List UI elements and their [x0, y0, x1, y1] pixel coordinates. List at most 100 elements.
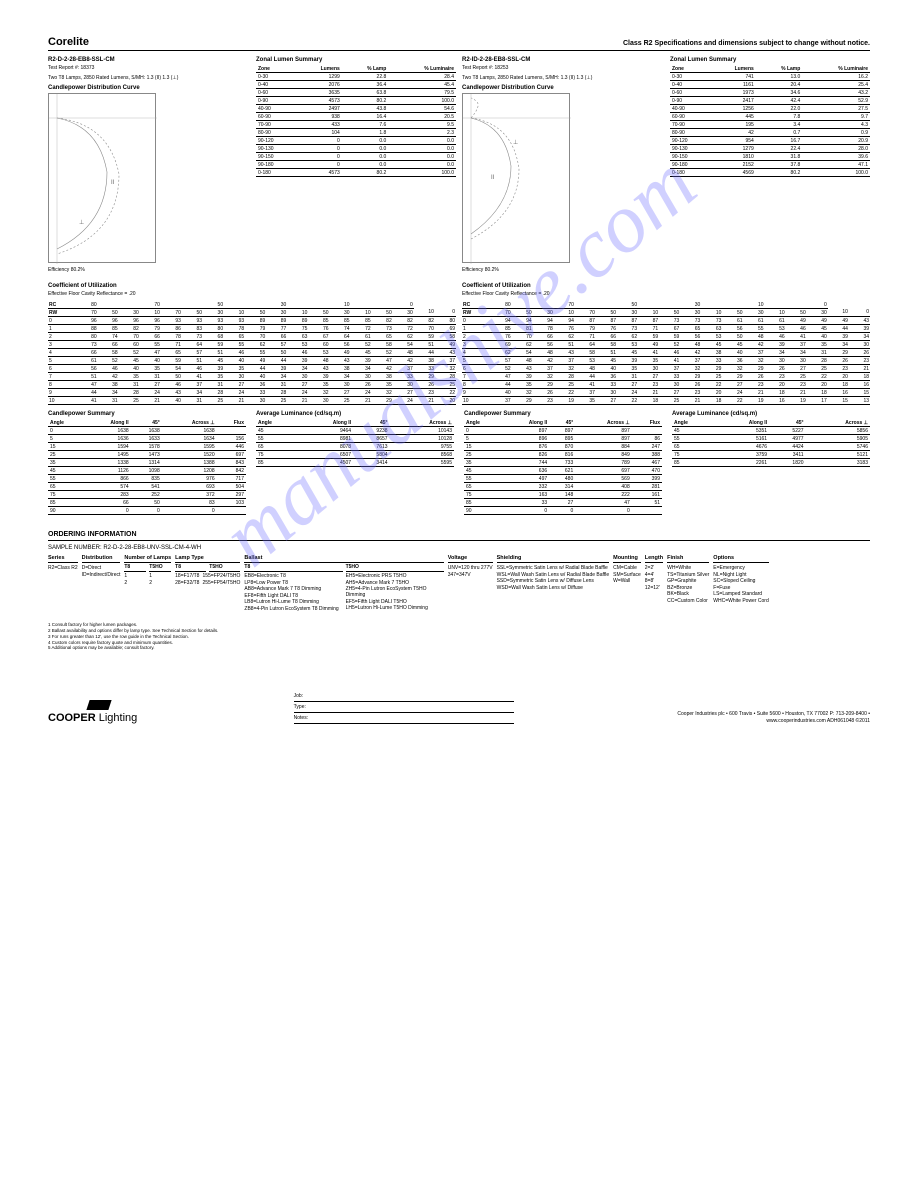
- order-column: Lamp TypeT8T5HO18=F17/T828=F32/T8155=FP2…: [175, 555, 240, 586]
- table-row: 0-60363563.879.5: [256, 89, 456, 97]
- table-row: 2767066627166625959565350484641403934: [462, 333, 870, 341]
- table-row: 65467644245746: [672, 443, 870, 451]
- svg-text:II: II: [111, 180, 115, 186]
- order-item: ZH5=4-Pin Lutron EcoSystem T5HO Dimming: [346, 586, 444, 598]
- order-item: 2: [149, 580, 171, 586]
- order-item: AB8=Advance Mark 7 T8 Dimming: [244, 586, 342, 592]
- table-row: 15159415781595446: [48, 443, 246, 451]
- order-item: 155=FP24/T5HO: [202, 573, 240, 579]
- table-row: 90-15000.00.0: [256, 153, 456, 161]
- table-row: 90-18000.00.0: [256, 161, 456, 169]
- four-col-row: Candlepower Summary AngleAlong II45°Acro…: [48, 411, 870, 515]
- order-column: OptionsE=EmergencyNL=Night LightSC=Slope…: [713, 555, 768, 604]
- table-row: 35133813141388843: [48, 459, 246, 467]
- table-row: 75375934115121: [672, 451, 870, 459]
- table-row: 0-3074113.016.2: [670, 73, 870, 81]
- order-section: ORDERING INFORMATION SAMPLE NUMBER: R2-D…: [48, 531, 870, 651]
- order-item: 4=4': [645, 572, 663, 578]
- table-row: 90-130127922.428.0: [670, 145, 870, 153]
- cu-title: Coefficient of Utilization: [48, 283, 456, 289]
- table-row: 0-90241742.452.9: [670, 97, 870, 105]
- order-item: 1: [149, 573, 171, 579]
- order-notes: 1 Consult factory for higher lumen packa…: [48, 622, 870, 651]
- table-row: 40-90125622.027.5: [670, 105, 870, 113]
- footer-lines: Job:Type:Notes:: [294, 691, 514, 724]
- order-item: 347=347V: [448, 572, 493, 578]
- table-row: 70-901953.44.3: [670, 121, 870, 129]
- table-row: 60-9093816.420.5: [256, 113, 456, 121]
- order-item: ZB8=4-Pin Lutron EcoSystem T8 Dimming: [244, 606, 342, 612]
- order-item: TS=Titanium Silver: [667, 572, 709, 578]
- lum-right: Average Luminance (cd/sq.m) AngleAlong I…: [672, 411, 870, 515]
- table-row: 55866835976717: [48, 475, 246, 483]
- zonal-left: Zonal Lumen Summary ZoneLumens% Lamp% Lu…: [256, 57, 456, 277]
- order-column: BallastT8T5HOEB8=Electronic T8LP8=Low Po…: [244, 555, 443, 612]
- order-item: F=Fuse: [713, 585, 768, 591]
- order-item: 18=F17/T8: [175, 573, 199, 579]
- table-row: 0163816381638: [48, 427, 246, 435]
- order-column: FinishWH=WhiteTS=Titanium SilverGP=Graph…: [667, 555, 709, 604]
- order-item: SSD=Symmetric Satin Lens w/ Diffuse Lens: [497, 578, 610, 584]
- report-test: Test Report #: 18253: [462, 65, 662, 71]
- order-item: LB8=Lutron Hi-Lume T8 Dimming: [244, 599, 342, 605]
- table-row: 60-904457.89.7: [670, 113, 870, 121]
- candlepower-diagram: II ⊥: [48, 93, 156, 263]
- cu-table: RC80705030100RW7050301070503010503010503…: [48, 301, 456, 405]
- table-row: 90-13000.00.0: [256, 145, 456, 153]
- table-row: 1858178767976737167656356555346454439: [462, 325, 870, 333]
- order-item: 8=8': [645, 578, 663, 584]
- table-row: 25826816849388: [464, 451, 662, 459]
- order-item: 28=F32/T8: [175, 580, 199, 586]
- table-row: 6524337324840353037322932292627252321: [462, 365, 870, 373]
- table-row: 4625448435851454146423840373434312926: [462, 349, 870, 357]
- table-row: 35744733789467: [464, 459, 662, 467]
- table-row: 3736660557164595562575360565258545149: [48, 341, 456, 349]
- cu-left: Coefficient of Utilization Effective Flo…: [48, 283, 456, 405]
- table-row: 8533274751: [464, 499, 662, 507]
- table-row: 9403226223730242127232024211821181615: [462, 389, 870, 397]
- table-row: 90000: [464, 507, 662, 515]
- order-item: UNV=120 thru 277V: [448, 565, 493, 571]
- table-row: 589689589786: [464, 435, 662, 443]
- table-row: 85665083103: [48, 499, 246, 507]
- order-item: EB8=Electronic T8: [244, 573, 342, 579]
- zonal-title: Zonal Lumen Summary: [256, 57, 456, 63]
- polar-chart-icon: ⊥ II: [463, 94, 571, 264]
- order-item: WSD=Wall Wash Satin Lens w/ Diffuse: [497, 585, 610, 591]
- table-row: 7514235315041353040343039343038332928: [48, 373, 456, 381]
- order-column: DistributionD=DirectID=Indirect/Direct: [82, 555, 121, 578]
- table-row: 5615245405951454049443948433947423837: [48, 357, 456, 365]
- order-item: ID=Indirect/Direct: [82, 572, 121, 578]
- cp-right: Candlepower Summary AngleAlong II45°Acro…: [464, 411, 662, 515]
- table-row: 0-180456980.2100.0: [670, 169, 870, 177]
- order-column: Length2=2'4=4'8=8'12=12': [645, 555, 663, 591]
- table-row: 8473831274637312736312735302635302625: [48, 381, 456, 389]
- table-row: 40-90249743.854.6: [256, 105, 456, 113]
- order-item: GP=Graphite: [667, 578, 709, 584]
- order-item: W=Wall: [613, 578, 641, 584]
- order-grid: SeriesR2=Class R2DistributionD=DirectID=…: [48, 555, 870, 612]
- table-row: 65574541693504: [48, 483, 246, 491]
- order-item: AH5=Advance Mark 7 T5HO: [346, 580, 444, 586]
- cp-title: Candlepower Summary: [464, 411, 662, 417]
- left-column: R2-D-2-28-EB8-SSL-CM Test Report #: 1837…: [48, 57, 456, 277]
- cu-table: RC80705030100RW7050301070503010503010503…: [462, 301, 870, 405]
- logo-mark-icon: [86, 700, 111, 710]
- table-row: 55516149775905: [672, 435, 870, 443]
- order-column: MountingCM=CableSM=SurfaceW=Wall: [613, 555, 641, 585]
- table-row: 0897897897: [464, 427, 662, 435]
- order-item: D=Direct: [82, 565, 121, 571]
- sample-number: SAMPLE NUMBER: R2-D-2-28-EB8-UNV-SSL-CM-…: [48, 545, 870, 551]
- right-column: R2-ID-2-28-EB8-SSL-CM Test Report #: 182…: [462, 57, 870, 277]
- table-row: 558981865710128: [256, 435, 454, 443]
- table-row: 75650758048568: [256, 451, 454, 459]
- report-test: Test Report #: 18373: [48, 65, 248, 71]
- table-row: 0-90457380.2100.0: [256, 97, 456, 105]
- lum-title: Average Luminance (cd/sq.m): [672, 411, 870, 417]
- order-item: LS=Lamped Standard: [713, 591, 768, 597]
- order-item: 1: [124, 573, 146, 579]
- table-row: 80-90420.70.9: [670, 129, 870, 137]
- table-row: 2807470667873686570666367646165625958: [48, 333, 456, 341]
- zonal-table: ZoneLumens% Lamp% Luminaire 0-30129922.8…: [256, 65, 456, 177]
- efficiency: Efficiency 80.2%: [48, 267, 248, 273]
